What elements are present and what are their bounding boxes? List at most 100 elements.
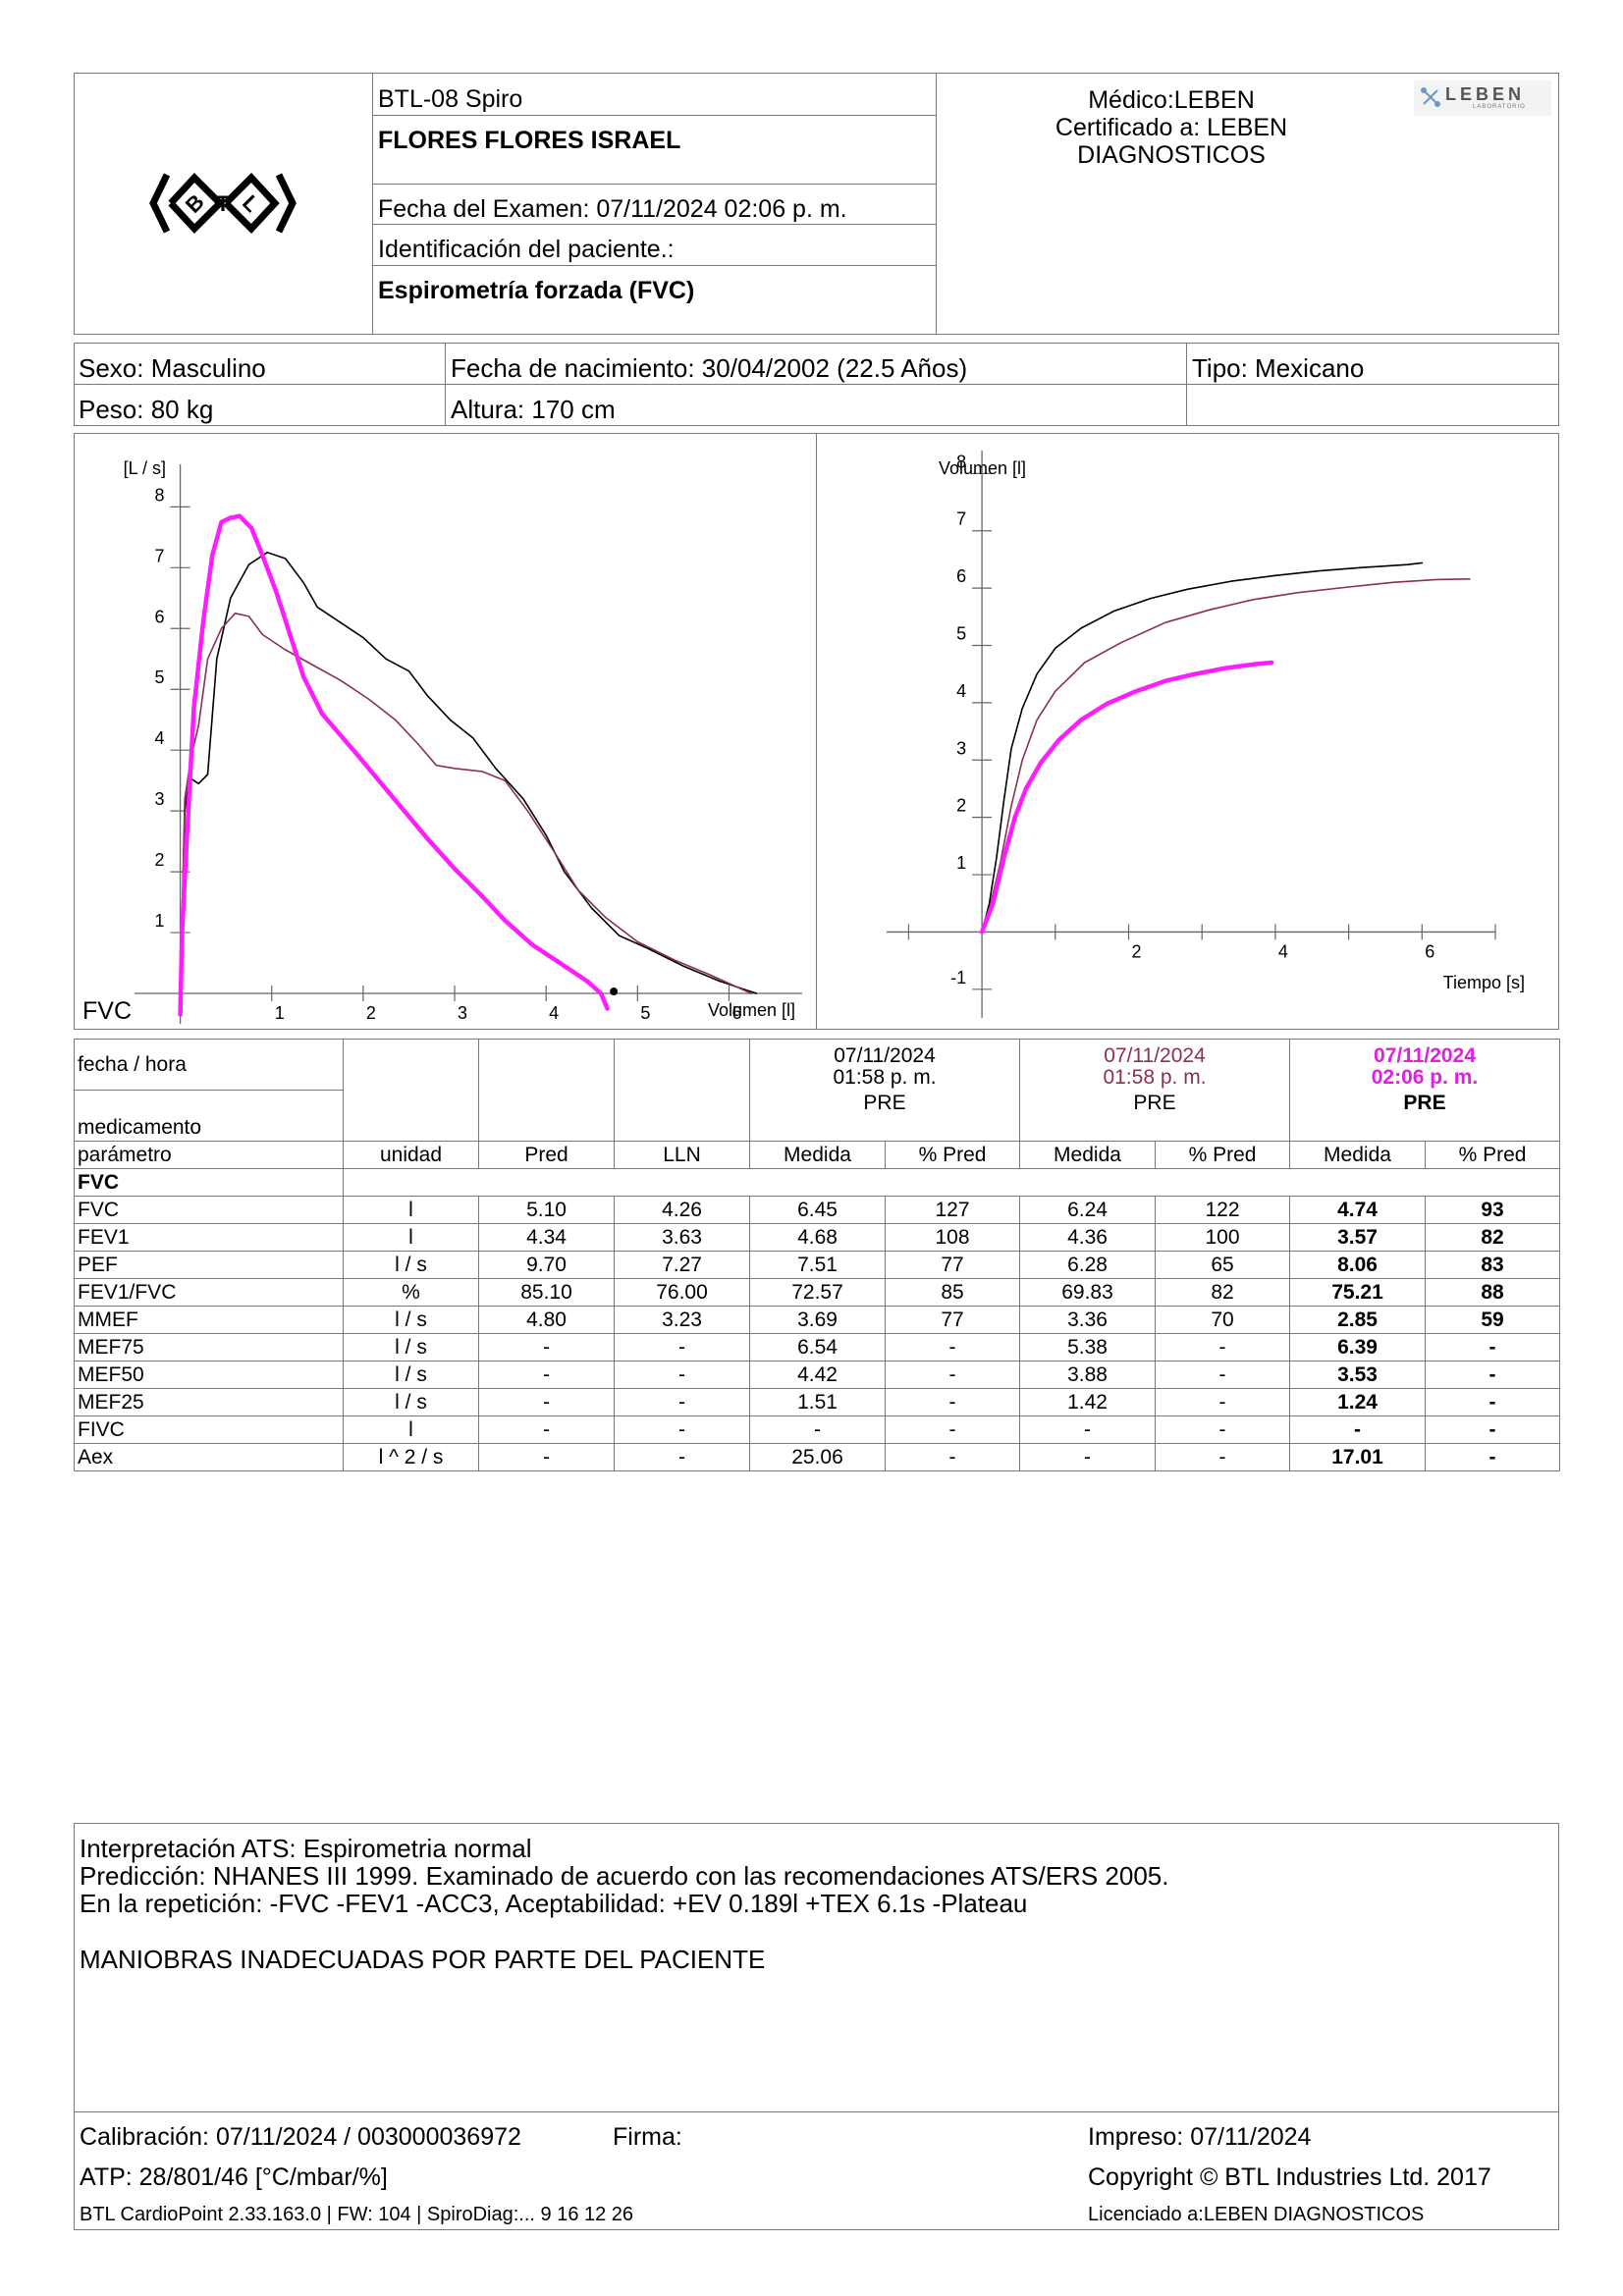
- table-row: MEF75 l / s - -6.54-5.38-6.39-: [74, 1333, 1560, 1362]
- patient-type: Tipo: Mexicano: [1192, 353, 1365, 383]
- trial-3-header: 07/11/2024 02:06 p. m. PRE: [1289, 1039, 1560, 1142]
- table-cell: -: [749, 1415, 886, 1444]
- table-cell: -: [1425, 1388, 1560, 1416]
- svg-text:L: L: [238, 190, 264, 217]
- table-row: MEF25 l / s - -1.51-1.42-1.24-: [74, 1388, 1560, 1416]
- table-cell: l / s: [343, 1251, 479, 1279]
- table-cell: 65: [1155, 1251, 1290, 1279]
- table-cell: 6.28: [1019, 1251, 1156, 1279]
- table-cell: 3.57: [1289, 1223, 1426, 1252]
- table-row: FVC l 5.10 4.26 6.45 127 6.24 122 4.74 93: [74, 1196, 1560, 1224]
- table-cell: 1.24: [1289, 1388, 1426, 1416]
- table-cell: 4.80: [478, 1306, 615, 1334]
- leben-logo-sub: LABORATORIO: [1473, 104, 1526, 110]
- doctor-name: Médico:LEBEN: [1088, 86, 1255, 114]
- table-cell: 6.24: [1019, 1196, 1156, 1224]
- fvc-marker: [610, 988, 619, 996]
- licensed-to: Licenciado a:LEBEN DIAGNOSTICOS: [1088, 2204, 1425, 2225]
- trial-1-med: PRE: [863, 1092, 906, 1114]
- table-cell: -: [614, 1388, 750, 1416]
- table-cell: 3.63: [614, 1223, 750, 1252]
- table-cell: -: [478, 1415, 615, 1444]
- trial-1-date: 07/11/2024: [834, 1044, 936, 1067]
- column-header-row: parámetro unidad Pred LLN Medida % Pred …: [74, 1141, 1560, 1169]
- volume-time-chart: 2 4 6 -1 1 2 3 4 5 6 7 8 Tiempo [s] Volumen [l]: [818, 435, 1557, 1028]
- table-row: MEF50 l / s - -4.42-3.88-3.53-: [74, 1361, 1560, 1389]
- table-cell: 88: [1425, 1278, 1560, 1307]
- table-cell: 3.88: [1019, 1361, 1156, 1389]
- trial-2-header: 07/11/2024 01:58 p. m. PRE: [1019, 1039, 1290, 1142]
- patient-name: FLORES FLORES ISRAEL: [378, 127, 681, 154]
- y-tick-label: 1: [956, 853, 966, 873]
- table-cell: -: [1155, 1361, 1290, 1389]
- device-name: BTL-08 Spiro: [378, 85, 523, 113]
- y-tick-label: 7: [956, 509, 966, 529]
- y-tick-label: 6: [956, 566, 966, 586]
- param-name: MMEF: [74, 1306, 344, 1334]
- y-tick-label: 2: [155, 850, 165, 870]
- leben-logo-text: LEBEN: [1445, 84, 1526, 104]
- table-cell: 108: [885, 1223, 1020, 1252]
- table-cell: 3.23: [614, 1306, 750, 1334]
- certified-to-line2: DIAGNOSTICOS: [1077, 141, 1266, 169]
- table-cell: -: [1155, 1388, 1290, 1416]
- patient-sex: Sexo: Masculino: [79, 353, 266, 383]
- table-cell: 4.36: [1019, 1223, 1156, 1252]
- atp-values: ATP: 28/801/46 [°C/mbar/%]: [80, 2163, 388, 2191]
- table-cell: 82: [1425, 1223, 1560, 1252]
- series-line-2: [981, 578, 1471, 934]
- table-cell: l / s: [343, 1361, 479, 1389]
- printed-date: Impreso: 07/11/2024: [1088, 2123, 1312, 2151]
- table-cell: l / s: [343, 1306, 479, 1334]
- table-cell: 72.57: [749, 1278, 886, 1307]
- table-cell: 70: [1155, 1306, 1290, 1334]
- table-cell: l: [343, 1196, 479, 1224]
- table-cell: 82: [1155, 1278, 1290, 1307]
- table-cell: 7.27: [614, 1251, 750, 1279]
- trial-2-med: PRE: [1133, 1092, 1176, 1114]
- header-box: [74, 73, 1559, 335]
- table-cell: 100: [1155, 1223, 1290, 1252]
- y-axis-label: Volumen [l]: [939, 458, 1026, 478]
- table-cell: l / s: [343, 1333, 479, 1362]
- trial-1-header: 07/11/2024 01:58 p. m. PRE: [749, 1039, 1020, 1142]
- y-tick-label: -1: [950, 968, 966, 988]
- col-header-lln: LLN: [614, 1141, 750, 1169]
- leben-logo: LEBEN LABORATORIO: [1414, 80, 1551, 116]
- table-cell: -: [1019, 1443, 1156, 1471]
- trial-1-time: 01:58 p. m.: [833, 1066, 937, 1089]
- col-header-medida-3: Medida: [1289, 1141, 1426, 1169]
- software-version: BTL CardioPoint 2.33.163.0 | FW: 104 | S…: [80, 2204, 634, 2225]
- series-line-1: [981, 561, 1424, 934]
- series-line-3: [178, 513, 610, 1017]
- table-cell: 93: [1425, 1196, 1560, 1224]
- col-header-parametro: parámetro: [74, 1141, 344, 1169]
- interpretation-prediction: Predicción: NHANES III 1999. Examinado d…: [80, 1861, 1169, 1891]
- x-tick-label: 2: [1132, 941, 1142, 961]
- y-tick-label: 8: [155, 485, 165, 505]
- table-row: FEV1/FVC% 85.10 76.00 72.57 85 69.83 82 75.21 88: [74, 1278, 1560, 1307]
- table-cell: 77: [885, 1251, 1020, 1279]
- table-row: Aex l ^ 2 / s - -25.06- - -17.01-: [74, 1443, 1560, 1471]
- col-header-medida-1: Medida: [749, 1141, 886, 1169]
- table-cell: -: [1289, 1415, 1426, 1444]
- btl-logo: B T L: [149, 165, 297, 241]
- table-cell: 25.06: [749, 1443, 886, 1471]
- medicamento-label: medicamento: [74, 1090, 344, 1142]
- table-cell: 75.21: [1289, 1278, 1426, 1307]
- table-cell: -: [1425, 1415, 1560, 1444]
- table-cell: 5.38: [1019, 1333, 1156, 1362]
- patient-weight: Peso: 80 kg: [79, 395, 214, 424]
- table-cell: -: [614, 1333, 750, 1362]
- series-line-2: [179, 613, 752, 994]
- table-cell: 6.54: [749, 1333, 886, 1362]
- copyright: Copyright © BTL Industries Ltd. 2017: [1088, 2163, 1491, 2191]
- certified-to-line1: Certificado a: LEBEN: [1055, 114, 1288, 141]
- param-name: Aex: [74, 1443, 344, 1471]
- y-tick-label: 6: [155, 607, 165, 626]
- table-cell: -: [478, 1333, 615, 1362]
- x-tick-label: 1: [275, 1003, 285, 1023]
- param-name: FIVC: [74, 1415, 344, 1444]
- table-cell: 1.51: [749, 1388, 886, 1416]
- fecha-hora-label: fecha / hora: [74, 1039, 344, 1091]
